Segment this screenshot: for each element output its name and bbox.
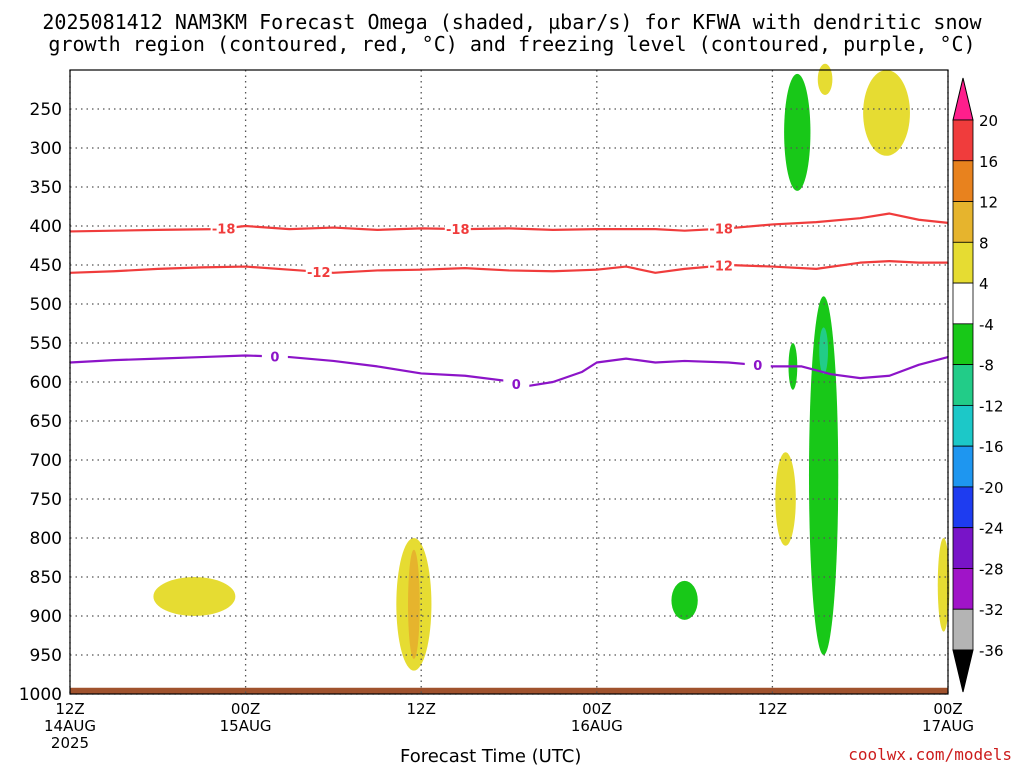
contour-label: 0 (270, 351, 279, 366)
y-tick-label: 250 (30, 100, 62, 120)
colorbar-label: -28 (979, 560, 1004, 578)
contour-label-bg (708, 219, 735, 237)
omega-shaded-region (671, 580, 698, 620)
y-tick-label: 550 (30, 334, 62, 354)
contour-label-bg (744, 356, 771, 374)
credit-text: coolwx.com/models (848, 745, 1012, 764)
x-tick-label: 12Z (55, 700, 84, 718)
x-tick-label: 14AUG (44, 717, 96, 735)
y-tick-label: 600 (30, 373, 62, 393)
colorbar-label: 12 (979, 194, 998, 212)
x-tick-label: 17AUG (922, 717, 974, 735)
colorbar-label: -32 (979, 601, 1004, 619)
contour-line (69, 212, 949, 233)
colorbar-segment (952, 608, 974, 651)
omega-shaded-region (784, 73, 811, 191)
colorbar-segment (952, 486, 974, 529)
x-axis-title: Forecast Time (UTC) (400, 746, 582, 767)
colorbar-label: -20 (979, 479, 1004, 497)
y-tick-label: 1000 (19, 685, 62, 705)
contour-label: 0 (753, 359, 762, 374)
y-tick-label: 750 (30, 490, 62, 510)
colorbar-segment (952, 201, 974, 243)
y-tick-label: 300 (30, 139, 62, 159)
contour-label-bg (708, 256, 735, 274)
colorbar-label: -16 (979, 438, 1004, 456)
x-tick-label: 2025 (51, 734, 89, 752)
plot-frame (69, 69, 949, 695)
x-tick-label: 00Z (582, 700, 611, 718)
contour-label-bg (444, 219, 471, 237)
chart-title-line2: growth region (contoured, red, °C) and f… (48, 32, 976, 56)
colorbar-label: 8 (979, 234, 989, 252)
contour-label: -18 (709, 223, 733, 238)
y-tick-label: 450 (30, 256, 62, 276)
colorbar-segment (952, 241, 974, 284)
y-tick-label: 350 (30, 178, 62, 198)
contour-label: -12 (709, 260, 733, 275)
colorbar-label: 4 (979, 275, 989, 293)
colorbar-label: -8 (979, 357, 994, 375)
x-tick-label: 12Z (758, 700, 787, 718)
omega-shaded-region (863, 70, 910, 156)
x-tick-label: 00Z (231, 700, 260, 718)
colorbar-segment (952, 323, 974, 366)
contour-label-bg (210, 219, 237, 237)
contour-label-bg (261, 347, 288, 365)
y-tick-label: 400 (30, 217, 62, 237)
surface-ground (70, 687, 948, 694)
colorbar-label: -36 (979, 642, 1004, 660)
x-tick-label: 12Z (407, 700, 436, 718)
colorbar-segment (952, 119, 974, 162)
y-tick-label: 700 (30, 451, 62, 471)
y-tick-label: 500 (30, 295, 62, 315)
colorbar-segment (952, 404, 974, 447)
y-tick-label: 900 (30, 607, 62, 627)
omega-shaded-region (819, 327, 829, 375)
colorbar-segment (952, 160, 974, 202)
x-tick-label: 16AUG (571, 717, 623, 735)
colorbar-segment (952, 282, 974, 325)
contour-label-bg (503, 374, 530, 392)
y-tick-label: 950 (30, 646, 62, 666)
omega-shaded-region (808, 296, 839, 655)
colorbar-segment (952, 527, 974, 569)
colorbar-segment (952, 445, 974, 488)
colorbar-label: -12 (979, 397, 1004, 415)
contour-label: -12 (307, 266, 331, 281)
omega-shaded-region (817, 63, 833, 95)
colorbar-label: 20 (979, 112, 998, 130)
colorbar-top-arrow (952, 77, 974, 121)
contour-line (69, 260, 948, 274)
colorbar-label: -4 (979, 316, 994, 334)
contour-label: 0 (512, 378, 521, 393)
contour-label: -18 (212, 222, 236, 237)
contour-line (69, 354, 949, 388)
colorbar-segment (952, 568, 974, 610)
chart-title-line1: 2025081412 NAM3KM Forecast Omega (shaded… (42, 10, 982, 34)
x-tick-label: 15AUG (220, 717, 272, 735)
y-tick-label: 850 (30, 568, 62, 588)
colorbar-segment (952, 364, 974, 406)
x-tick-label: 00Z (933, 700, 962, 718)
colorbar-bottom-arrow (952, 649, 974, 693)
omega-shaded-region (408, 549, 420, 659)
colorbar-label: 16 (979, 153, 998, 171)
omega-shaded-region (153, 577, 236, 616)
omega-shaded-region (937, 538, 950, 632)
contour-label-bg (305, 262, 332, 280)
colorbar-label: -24 (979, 520, 1004, 538)
y-tick-label: 650 (30, 412, 62, 432)
y-tick-label: 800 (30, 529, 62, 549)
contour-label: -18 (446, 223, 470, 238)
